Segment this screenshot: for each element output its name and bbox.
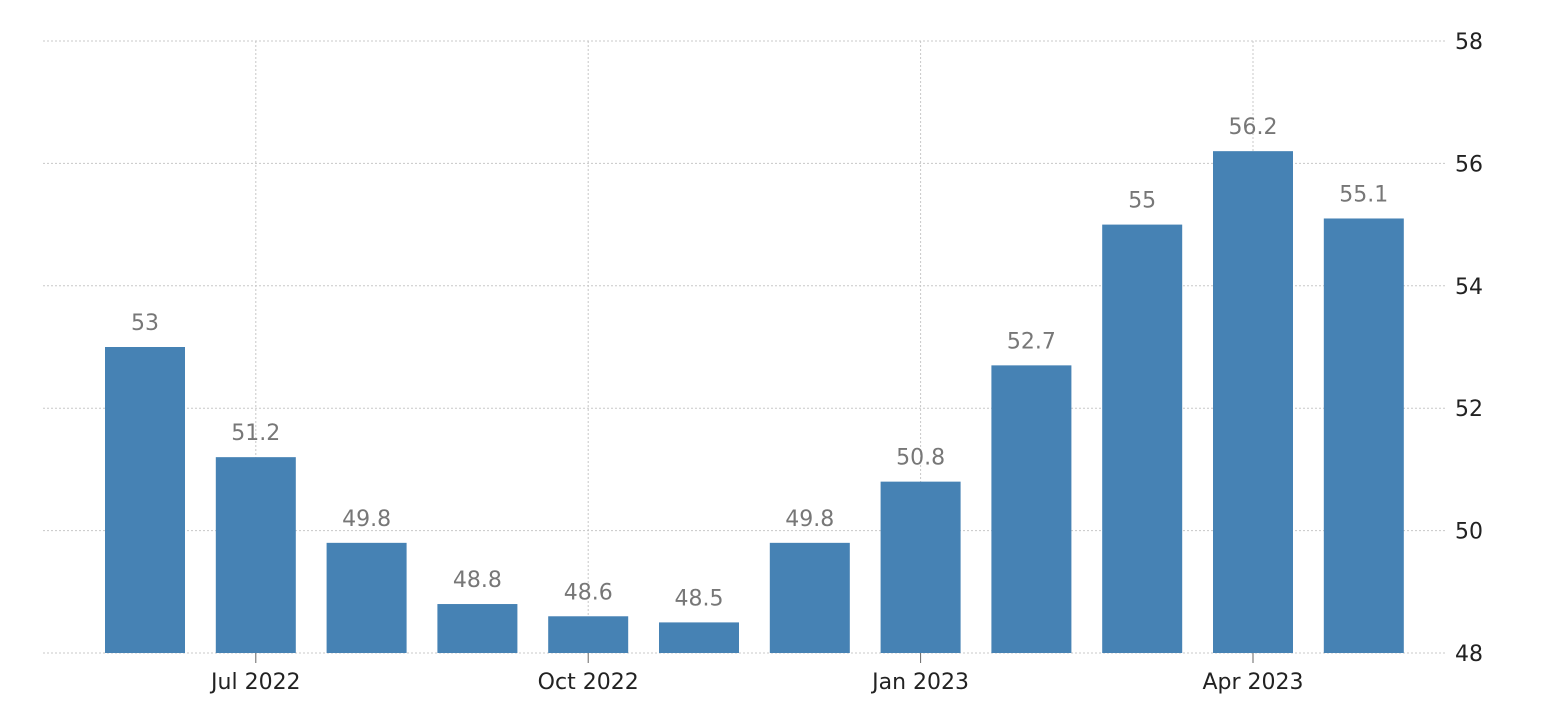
bar bbox=[659, 622, 739, 653]
y-tick-label: 50 bbox=[1455, 520, 1483, 545]
bar-value-label: 51.2 bbox=[231, 421, 280, 446]
bar bbox=[769, 542, 850, 653]
data-labels: 53 51.2 49.8 48.8 48.6 48.5 49.8 50.8 52.7 55 56.2… bbox=[131, 115, 1388, 611]
bar bbox=[991, 365, 1072, 653]
y-tick-label: 58 bbox=[1455, 30, 1483, 55]
bar bbox=[105, 347, 185, 653]
bar-value-label: 50.8 bbox=[896, 446, 945, 471]
bars bbox=[105, 151, 1404, 654]
y-tick-label: 56 bbox=[1455, 152, 1483, 177]
bar bbox=[1323, 218, 1404, 654]
bar bbox=[326, 542, 407, 653]
bar bbox=[215, 457, 296, 653]
bar bbox=[1213, 151, 1293, 653]
bar bbox=[548, 616, 629, 653]
y-tick-label: 54 bbox=[1455, 275, 1483, 300]
bar bbox=[880, 481, 961, 653]
bar bbox=[437, 604, 518, 653]
bar-value-label: 56.2 bbox=[1229, 115, 1278, 140]
bar-value-label: 52.7 bbox=[1007, 329, 1056, 354]
bar bbox=[1102, 224, 1183, 653]
bar-value-label: 48.8 bbox=[453, 568, 502, 593]
bar-value-label: 49.8 bbox=[342, 507, 391, 532]
y-axis: 48 50 52 54 56 58 bbox=[1455, 30, 1483, 667]
bar-value-label: 53 bbox=[131, 311, 159, 336]
x-tick-label: Jan 2023 bbox=[870, 670, 969, 695]
bar-value-label: 55.1 bbox=[1339, 182, 1388, 207]
x-tick-label: Apr 2023 bbox=[1202, 670, 1303, 695]
x-tick-label: Jul 2022 bbox=[209, 670, 301, 695]
bar-value-label: 48.5 bbox=[675, 586, 724, 611]
x-axis: Jul 2022 Oct 2022 Jan 2023 Apr 2023 bbox=[209, 653, 1304, 695]
bar-value-label: 48.6 bbox=[564, 580, 613, 605]
x-tick-label: Oct 2022 bbox=[538, 670, 639, 695]
y-tick-label: 52 bbox=[1455, 397, 1483, 422]
bar-value-label: 55 bbox=[1128, 189, 1156, 214]
bar-value-label: 49.8 bbox=[785, 507, 834, 532]
y-tick-label: 48 bbox=[1455, 642, 1483, 667]
